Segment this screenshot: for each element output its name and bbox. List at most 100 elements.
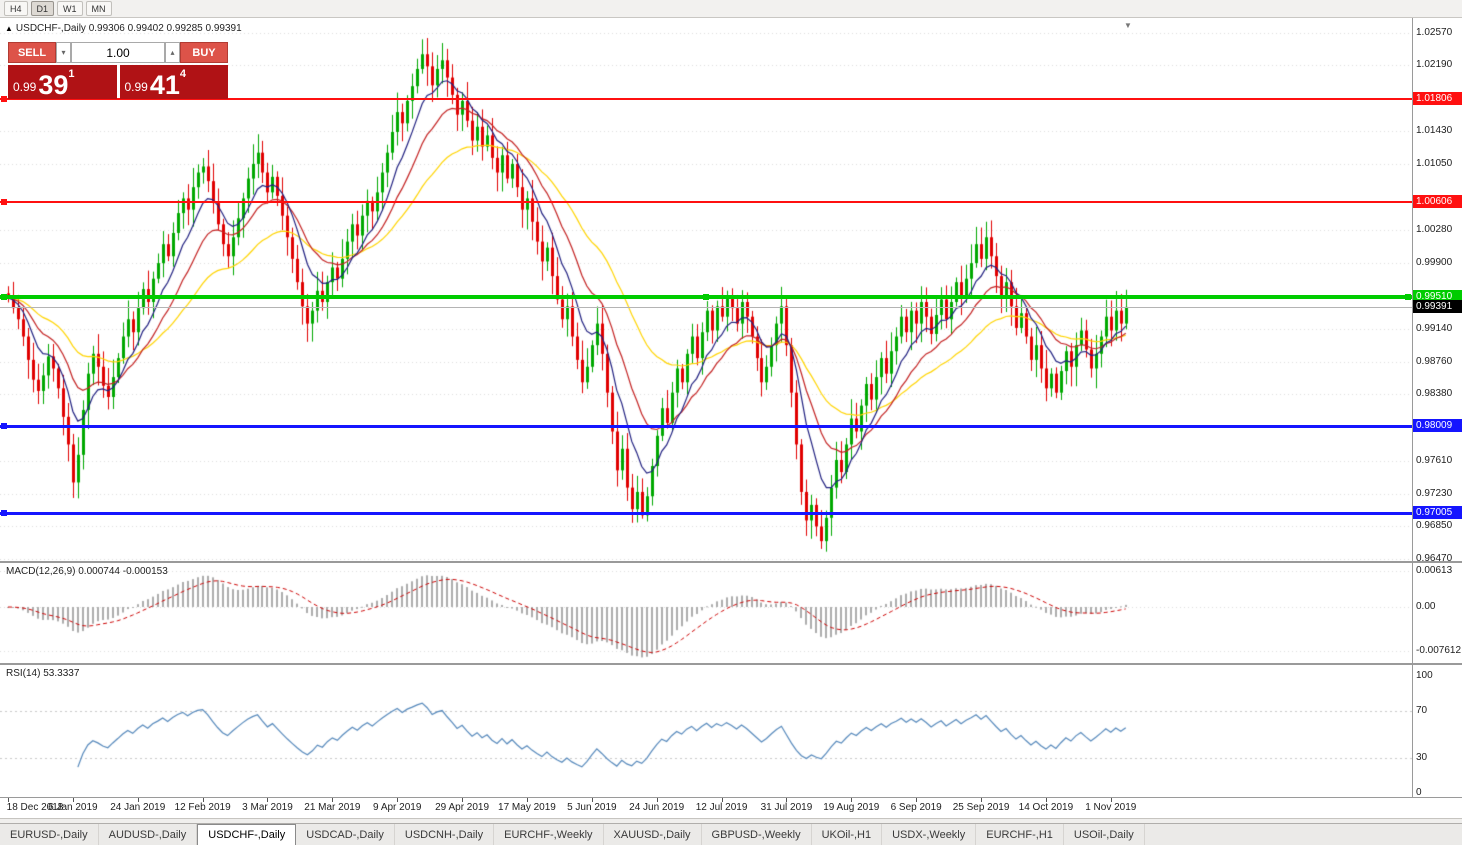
symbol-tab-usdcaddaily[interactable]: USDCAD-,Daily — [296, 824, 395, 845]
date-axis-label[interactable]: 24 Jan 2019 — [110, 802, 166, 813]
line-handle-center[interactable] — [703, 293, 709, 300]
date-axis-label[interactable]: 17 May 2019 — [498, 802, 556, 813]
date-axis-label[interactable]: 19 Aug 2019 — [823, 802, 880, 813]
buy-price-display[interactable]: 0.99 41 4 — [119, 65, 228, 101]
rsi-axis-label: 100 — [1416, 670, 1433, 681]
chart-title: ▲ USDCHF-,Daily 0.99306 0.99402 0.99285 0… — [5, 23, 242, 34]
symbol-tab-xauusddaily[interactable]: XAUUSD-,Daily — [604, 824, 702, 845]
price-axis-label: 0.96850 — [1416, 520, 1453, 532]
date-axis-label[interactable]: 29 Apr 2019 — [435, 802, 490, 813]
timeframe-button-mn[interactable]: MN — [85, 1, 112, 16]
date-axis-label[interactable]: 14 Oct 2019 — [1018, 802, 1074, 813]
date-tick — [397, 798, 398, 802]
rsi-label: RSI(14) — [6, 668, 41, 679]
symbol-tab-eurchfweekly[interactable]: EURCHF-,Weekly — [494, 824, 604, 845]
date-axis-label[interactable]: 1 Nov 2019 — [1085, 802, 1137, 813]
symbol-tab-usdxweekly[interactable]: USDX-,Weekly — [882, 824, 977, 845]
sell-price-big-digits: 39 — [38, 70, 69, 101]
rsi-axis-label: 0 — [1416, 787, 1422, 798]
date-axis-label[interactable]: 12 Feb 2019 — [174, 802, 231, 813]
date-axis-label[interactable]: 31 Jul 2019 — [760, 802, 813, 813]
rsi-panel-title: RSI(14) 53.3337 — [6, 668, 79, 679]
date-axis-label[interactable]: 3 Mar 2019 — [242, 802, 293, 813]
line-handle-left[interactable] — [1, 293, 7, 300]
rsi-axis-label: 70 — [1416, 705, 1428, 717]
price-axis-label: 1.02570 — [1416, 26, 1453, 38]
symbol-tab-usdchfdaily[interactable]: USDCHF-,Daily — [197, 824, 297, 845]
price-axis-label: 1.01050 — [1416, 157, 1453, 169]
date-tick — [203, 798, 204, 802]
symbol-tab-ukoilh1[interactable]: UKOil-,H1 — [812, 824, 883, 845]
date-axis-label[interactable]: 24 Jun 2019 — [629, 802, 685, 813]
timeframe-button-d1[interactable]: D1 — [30, 1, 55, 16]
date-axis-label[interactable]: 12 Jul 2019 — [695, 802, 748, 813]
chart-title-icon: ▲ — [5, 24, 13, 33]
price-axis-border — [1412, 18, 1413, 798]
rsi-panel-canvas[interactable] — [0, 665, 1412, 797]
volume-input[interactable] — [71, 42, 165, 63]
trade-price-row: 0.99 39 1 0.99 41 4 — [8, 65, 228, 99]
date-tick — [1046, 798, 1047, 802]
buy-price-big-digits: 41 — [149, 70, 180, 101]
date-tick — [722, 798, 723, 802]
price-axis-label: 0.98760 — [1416, 355, 1453, 367]
horizontal-level-line[interactable] — [0, 511, 1412, 515]
price-tag: 1.00606 — [1412, 195, 1462, 209]
date-axis-label[interactable]: 21 Mar 2019 — [304, 802, 361, 813]
symbol-tab-usoildaily[interactable]: USOil-,Daily — [1064, 824, 1145, 845]
date-tick — [8, 798, 9, 802]
date-axis-label[interactable]: 6 Sep 2019 — [890, 802, 942, 813]
rsi-axis-label: 30 — [1416, 751, 1428, 763]
price-chart-canvas[interactable] — [0, 18, 1412, 561]
date-axis-label[interactable]: 5 Jun 2019 — [567, 802, 617, 813]
symbol-tabbar: EURUSD-,Daily AUDUSD-,Daily USDCHF-,Daily U… — [0, 823, 1462, 845]
buy-button[interactable]: BUY — [180, 42, 228, 63]
date-tick — [786, 798, 787, 802]
sell-price-pipette: 1 — [68, 68, 75, 80]
timeframe-button-h4[interactable]: H4 — [4, 1, 28, 16]
macd-panel-canvas[interactable] — [0, 563, 1412, 663]
date-tick — [981, 798, 982, 802]
line-handle-right[interactable] — [1405, 293, 1411, 300]
symbol-tab-eurchfh1[interactable]: EURCHF-,H1 — [976, 824, 1064, 845]
one-click-trading-panel: SELL ▾ ▴ BUY 0.99 39 1 0.99 41 4 — [8, 42, 228, 99]
date-axis-label[interactable]: 25 Sep 2019 — [952, 802, 1010, 813]
symbol-tab-usdcnhdaily[interactable]: USDCNH-,Daily — [395, 824, 495, 845]
sell-price-display[interactable]: 0.99 39 1 — [8, 65, 117, 99]
horizontal-level-line[interactable] — [0, 424, 1412, 428]
date-axis-label[interactable]: 18 Dec 2018 — [6, 802, 64, 813]
date-axis-label[interactable]: 9 Apr 2019 — [373, 802, 422, 813]
macd-axis-label: 0.00613 — [1416, 565, 1453, 577]
timeframe-toolbar: H4 D1 W1 MN — [0, 0, 1462, 18]
date-axis-label[interactable]: 6 Jan 2019 — [48, 802, 98, 813]
line-handle-left[interactable] — [1, 423, 7, 430]
rsi-value: 53.3337 — [43, 668, 80, 679]
symbol-tab-audusddaily[interactable]: AUDUSD-,Daily — [99, 824, 198, 845]
price-axis-label: 0.97610 — [1416, 454, 1453, 466]
line-handle-left[interactable] — [1, 510, 7, 517]
buy-price-pipette: 4 — [179, 68, 187, 80]
pane-splitter-macd-rsi[interactable] — [0, 663, 1462, 665]
horizontal-level-line[interactable] — [0, 97, 1412, 100]
date-tick — [916, 798, 917, 802]
horizontal-scrollbar[interactable] — [0, 818, 1462, 823]
macd-axis-label: -0.007612 — [1416, 645, 1462, 657]
price-tag: 0.99510 — [1412, 289, 1462, 303]
price-tag: 0.99391 — [1412, 300, 1462, 314]
line-handle-left[interactable] — [1, 199, 7, 206]
symbol-tab-eurusddaily[interactable]: EURUSD-,Daily — [0, 824, 99, 845]
chart-shift-marker[interactable]: ▼ — [1124, 21, 1132, 30]
volume-increase-button[interactable]: ▴ — [165, 42, 180, 63]
macd-label: MACD(12,26,9) — [6, 566, 76, 577]
symbol-tab-gbpusdweekly[interactable]: GBPUSD-,Weekly — [702, 824, 812, 845]
date-tick — [527, 798, 528, 802]
sell-button[interactable]: SELL — [8, 42, 56, 63]
date-tick — [462, 798, 463, 802]
horizontal-level-line[interactable] — [0, 201, 1412, 204]
price-axis-label: 1.02190 — [1416, 59, 1453, 71]
line-handle-left[interactable] — [1, 95, 7, 102]
timeframe-button-w1[interactable]: W1 — [57, 1, 83, 16]
volume-decrease-button[interactable]: ▾ — [56, 42, 71, 63]
pane-splitter-price-macd[interactable] — [0, 561, 1462, 563]
price-axis-label: 0.99900 — [1416, 257, 1453, 269]
